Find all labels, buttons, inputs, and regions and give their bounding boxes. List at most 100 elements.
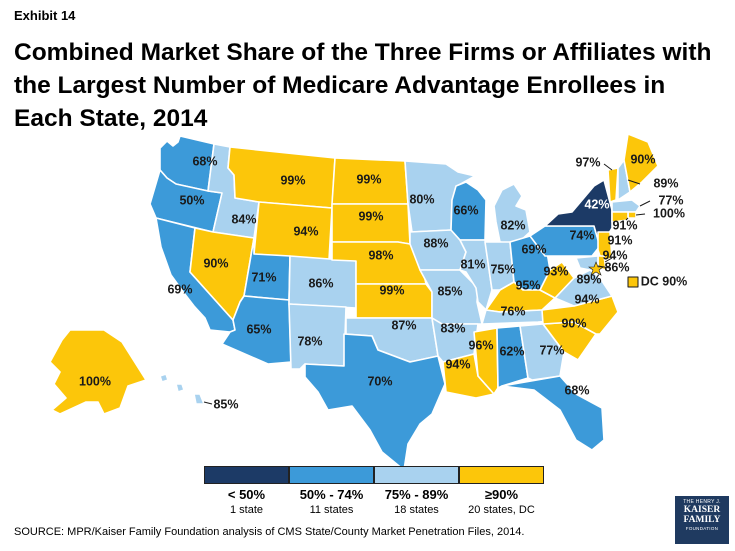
state-az <box>221 295 292 365</box>
label-il: 81% <box>460 257 485 271</box>
label-ks: 99% <box>379 283 404 297</box>
state-fl <box>501 375 605 451</box>
label-ct: 91% <box>612 218 637 232</box>
label-ut: 71% <box>251 270 276 284</box>
label-sd: 99% <box>358 209 383 223</box>
state-dc <box>627 276 639 288</box>
legend-range-75to89: 75% - 89% <box>384 487 449 502</box>
label-ia: 88% <box>423 236 448 250</box>
source-note: SOURCE: MPR/Kaiser Family Foundation ana… <box>14 526 525 538</box>
label-wv: 93% <box>543 264 568 278</box>
label-oh: 69% <box>521 242 546 256</box>
state-me <box>623 133 659 193</box>
label-nc: 94% <box>574 292 599 306</box>
label-nm: 78% <box>297 334 322 348</box>
label-al: 62% <box>499 344 524 358</box>
label-de: 94% <box>602 248 627 262</box>
label-dc: DC 90% <box>641 274 688 288</box>
label-wy: 94% <box>293 224 318 238</box>
leader-line-hi <box>203 401 213 405</box>
leader-line-nh <box>627 179 641 185</box>
state-vt <box>607 167 619 203</box>
state-ma <box>611 199 641 213</box>
label-ne: 98% <box>368 248 393 262</box>
logo-line2a: KAISER <box>683 505 721 515</box>
state-hi <box>159 373 169 383</box>
label-ri: 100% <box>653 206 685 220</box>
label-sc: 90% <box>561 316 586 330</box>
state-ct <box>611 211 629 223</box>
page-title: Combined Market Share of the Three Firms… <box>14 39 712 132</box>
state-value-labels: 68% 50% 69% 84% 90% 99% 94% 71% 65% 86% 78% 99% 99% 9… <box>79 152 687 411</box>
label-ok: 87% <box>391 318 416 332</box>
state-al <box>496 325 529 389</box>
label-vt: 97% <box>575 155 600 169</box>
leader-line-ma <box>639 200 651 207</box>
legend-count-75to89: 18 states <box>394 504 439 516</box>
label-or: 50% <box>179 193 204 207</box>
label-nj: 91% <box>607 233 632 247</box>
state-mi <box>493 183 531 245</box>
label-id: 84% <box>231 212 256 226</box>
legend-swatch-ge90 <box>459 466 544 484</box>
label-tn: 76% <box>500 304 525 318</box>
label-mn: 80% <box>409 192 434 206</box>
state-hi-part2 <box>193 393 205 405</box>
label-ma: 77% <box>658 193 683 207</box>
label-ms: 96% <box>468 338 493 352</box>
exhibit-label: Exhibit 14 <box>14 8 76 23</box>
legend-count-ge90: 20 states, DC <box>468 504 535 516</box>
label-wi: 66% <box>453 203 478 217</box>
kff-logo: THE HENRY J. KAISER FAMILY FOUNDATION <box>675 496 729 544</box>
label-mi: 82% <box>500 218 525 232</box>
logo-line1: THE HENRY J. <box>683 499 721 505</box>
leader-line-ct <box>625 217 629 221</box>
state-hi-part1 <box>175 383 185 393</box>
legend-swatch-lt50 <box>204 466 289 484</box>
label-ny: 42% <box>584 197 609 211</box>
label-me: 90% <box>630 152 655 166</box>
legend-swatch-75to89 <box>374 466 459 484</box>
state-ms <box>473 327 499 395</box>
label-pa: 74% <box>569 228 594 242</box>
leader-line-de <box>604 257 613 263</box>
label-mt: 99% <box>280 173 305 187</box>
leader-lines <box>203 163 651 405</box>
legend-count-lt50: 1 state <box>229 504 264 516</box>
label-hi: 85% <box>213 397 238 411</box>
state-wv <box>539 261 575 299</box>
label-az: 65% <box>246 322 271 336</box>
logo-line2b: FAMILY <box>683 515 721 525</box>
label-tx: 70% <box>367 374 392 388</box>
leader-line-vt <box>603 163 613 171</box>
label-nd: 99% <box>356 172 381 186</box>
logo-line3: FOUNDATION <box>685 526 719 531</box>
label-co: 86% <box>308 276 333 290</box>
state-ak <box>49 329 147 415</box>
label-ga: 77% <box>539 343 564 357</box>
legend-swatch-50to74 <box>289 466 374 484</box>
label-fl: 68% <box>564 383 589 397</box>
label-in: 75% <box>490 262 515 276</box>
state-shapes <box>49 133 659 471</box>
label-va: 89% <box>576 272 601 286</box>
label-nv: 90% <box>203 256 228 270</box>
label-ky: 95% <box>515 278 540 292</box>
label-md: 86% <box>604 260 629 274</box>
state-wi <box>450 181 487 241</box>
label-nh: 89% <box>653 176 678 190</box>
state-nj <box>597 231 613 263</box>
legend-range-50to74: 50% - 74% <box>299 487 364 502</box>
label-mo: 85% <box>437 284 462 298</box>
label-la: 94% <box>445 357 470 371</box>
label-ak: 100% <box>79 374 111 388</box>
label-wa: 68% <box>192 154 217 168</box>
label-ar: 83% <box>440 321 465 335</box>
state-ri <box>627 211 637 219</box>
legend-range-ge90: ≥90% <box>484 487 519 502</box>
leader-line-md <box>597 265 611 269</box>
legend-count-50to74: 11 states <box>309 504 354 516</box>
leader-line-ri <box>635 213 646 216</box>
legend-range-lt50: < 50% <box>227 487 266 502</box>
